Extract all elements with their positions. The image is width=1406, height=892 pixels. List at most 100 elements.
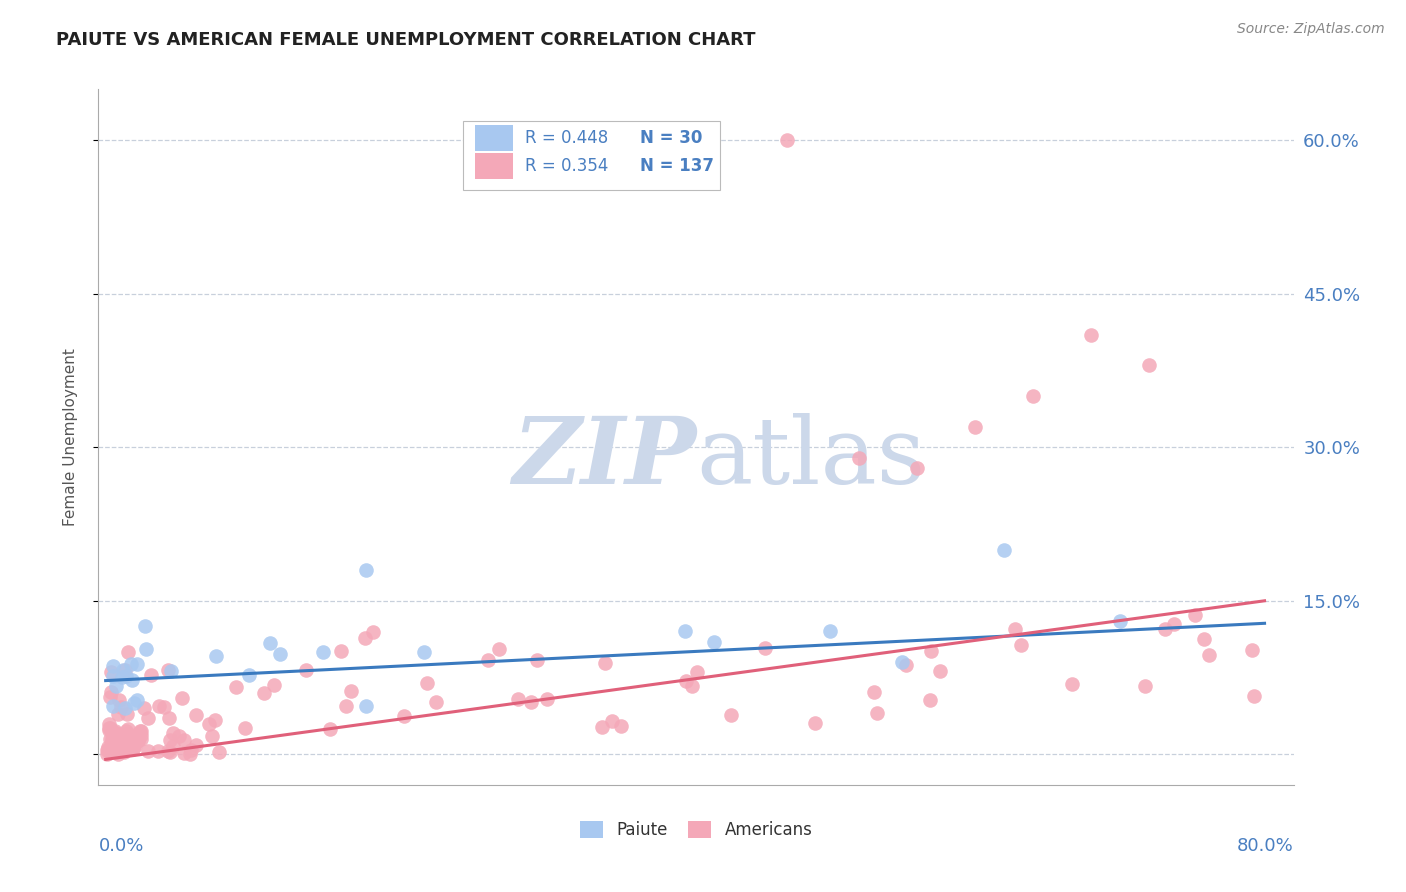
Americans — [591, 720, 613, 734]
Americans — [134, 700, 156, 714]
Americans — [201, 730, 224, 744]
Americans — [775, 133, 797, 147]
Americans — [1243, 690, 1265, 704]
Americans — [506, 691, 529, 706]
Americans — [97, 740, 120, 755]
Paiute — [104, 679, 127, 693]
Americans — [173, 746, 195, 760]
Paiute — [891, 655, 914, 669]
Text: N = 137: N = 137 — [640, 157, 714, 175]
Americans — [609, 718, 631, 732]
Americans — [1010, 638, 1032, 652]
Americans — [100, 685, 122, 699]
Text: 0.0%: 0.0% — [98, 837, 143, 855]
Americans — [104, 745, 127, 759]
Americans — [963, 420, 986, 434]
Americans — [98, 732, 121, 747]
Americans — [929, 664, 952, 678]
Americans — [129, 723, 152, 738]
Americans — [157, 711, 180, 725]
Americans — [104, 724, 127, 739]
Americans — [1163, 616, 1185, 631]
Americans — [129, 728, 152, 742]
Text: R = 0.448: R = 0.448 — [524, 129, 609, 147]
Americans — [107, 747, 129, 761]
FancyBboxPatch shape — [475, 125, 513, 151]
Americans — [1194, 632, 1216, 647]
Americans — [329, 644, 352, 658]
Americans — [148, 698, 170, 713]
Paiute — [114, 701, 136, 715]
Paiute — [1108, 614, 1130, 628]
Americans — [96, 747, 118, 761]
Americans — [101, 737, 124, 751]
Americans — [148, 744, 170, 758]
Americans — [162, 739, 184, 753]
Americans — [112, 745, 135, 759]
Americans — [104, 743, 127, 757]
Americans — [1135, 680, 1157, 694]
FancyBboxPatch shape — [475, 153, 513, 179]
Americans — [488, 642, 510, 657]
Americans — [128, 726, 150, 740]
Americans — [905, 460, 928, 475]
Text: PAIUTE VS AMERICAN FEMALE UNEMPLOYMENT CORRELATION CHART: PAIUTE VS AMERICAN FEMALE UNEMPLOYMENT C… — [56, 31, 756, 49]
Americans — [1198, 648, 1220, 662]
Americans — [520, 695, 543, 709]
Americans — [107, 739, 129, 753]
Americans — [263, 678, 285, 692]
Americans — [253, 686, 276, 700]
Americans — [207, 745, 229, 759]
Americans — [1240, 642, 1263, 657]
Americans — [97, 743, 120, 757]
Americans — [114, 663, 136, 677]
Americans — [159, 745, 181, 759]
Americans — [675, 674, 697, 689]
Americans — [124, 739, 146, 753]
Americans — [112, 735, 135, 749]
Text: 80.0%: 80.0% — [1237, 837, 1294, 855]
Americans — [114, 732, 136, 747]
Americans — [159, 733, 181, 747]
Americans — [129, 731, 152, 746]
Americans — [920, 693, 942, 707]
Americans — [173, 733, 195, 747]
Americans — [204, 713, 226, 727]
Americans — [127, 732, 149, 747]
Paiute — [134, 619, 156, 633]
Americans — [416, 676, 439, 690]
Americans — [172, 691, 194, 706]
Americans — [1137, 359, 1160, 373]
Paiute — [259, 636, 281, 650]
Paiute — [269, 647, 291, 661]
Americans — [526, 653, 548, 667]
Americans — [536, 691, 558, 706]
Americans — [112, 737, 135, 751]
Americans — [600, 714, 623, 729]
Americans — [110, 744, 132, 758]
Paiute — [127, 657, 149, 671]
Americans — [425, 695, 447, 709]
Text: R = 0.354: R = 0.354 — [524, 157, 609, 175]
Americans — [120, 742, 142, 756]
Americans — [894, 658, 917, 673]
Americans — [720, 707, 742, 722]
Paiute — [993, 542, 1015, 557]
Americans — [477, 653, 499, 667]
Americans — [98, 723, 121, 737]
Paiute — [110, 670, 132, 684]
Americans — [110, 700, 132, 714]
Americans — [754, 640, 776, 655]
Americans — [233, 721, 256, 735]
Americans — [1004, 622, 1026, 636]
Paiute — [356, 699, 378, 714]
Paiute — [122, 696, 145, 710]
Americans — [1022, 389, 1045, 403]
Paiute — [238, 667, 260, 681]
Americans — [117, 645, 139, 659]
Americans — [96, 743, 118, 757]
Americans — [848, 450, 870, 465]
Paiute — [115, 669, 138, 683]
Americans — [180, 743, 202, 757]
Americans — [98, 690, 121, 704]
